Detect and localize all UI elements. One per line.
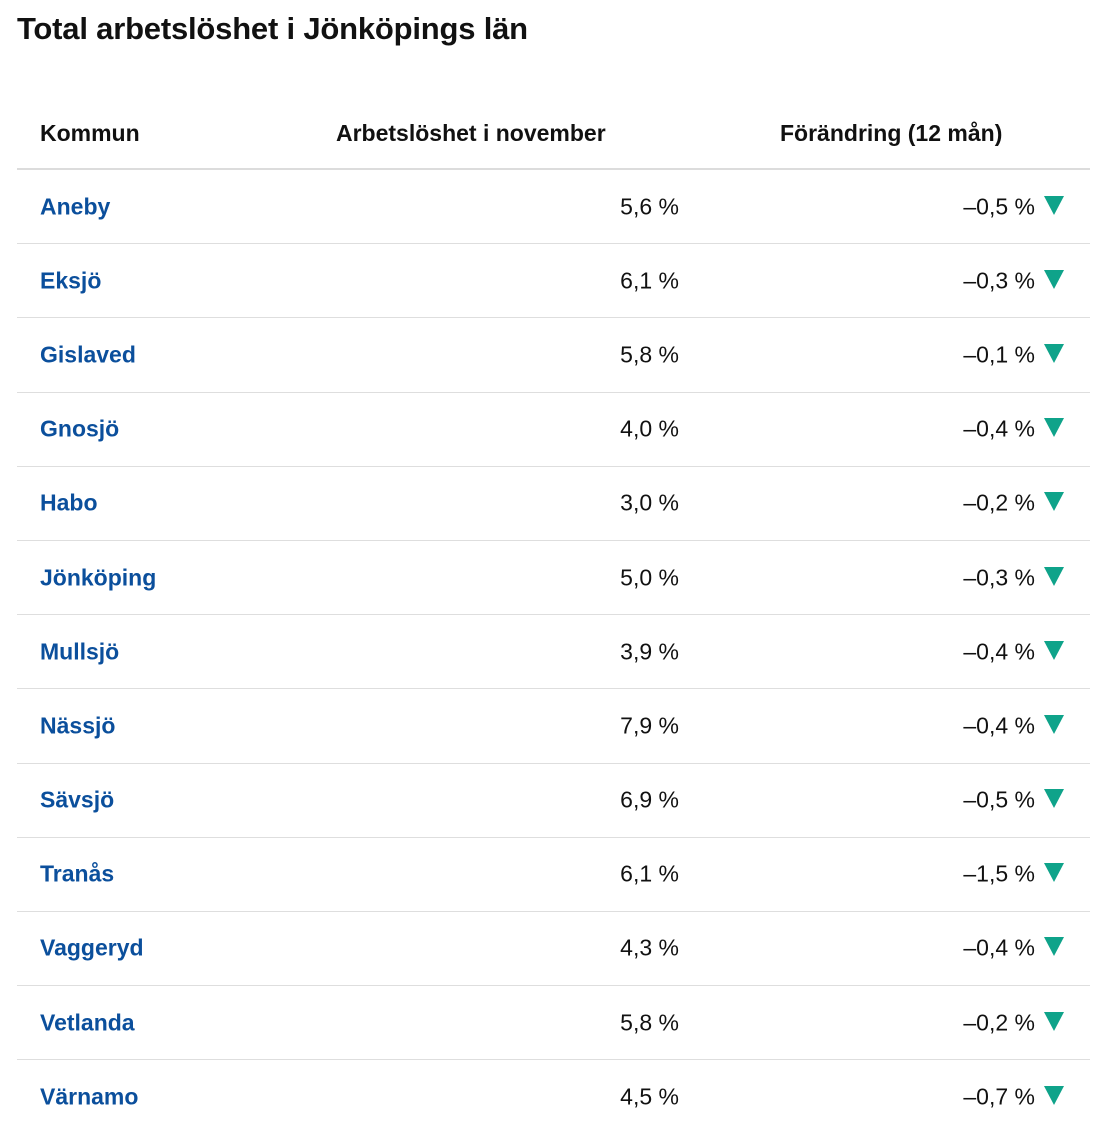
kommun-link[interactable]: Tranås bbox=[40, 860, 115, 887]
kommun-link[interactable]: Sävsjö bbox=[40, 786, 115, 813]
table-body: Aneby 5,6 % –0,5 % Eksjö 6,1 % –0,3 % Gislaved… bbox=[17, 170, 1090, 1134]
change-value: –0,4 % bbox=[963, 934, 1035, 961]
unemployment-rate: 3,0 % bbox=[620, 489, 679, 516]
page-title: Total arbetslöshet i Jönköpings län bbox=[17, 11, 528, 46]
change-value: –0,1 % bbox=[963, 341, 1035, 368]
table-row: Mullsjö 3,9 % –0,4 % bbox=[17, 615, 1090, 690]
column-header-change: Förändring (12 mån) bbox=[780, 120, 1003, 146]
change-value: –0,2 % bbox=[963, 1009, 1035, 1036]
unemployment-rate: 4,5 % bbox=[620, 1083, 679, 1110]
unemployment-rate: 3,9 % bbox=[620, 638, 679, 665]
kommun-link[interactable]: Värnamo bbox=[40, 1083, 139, 1110]
triangle-down-icon bbox=[1044, 1086, 1064, 1106]
table-row: Vetlanda 5,8 % –0,2 % bbox=[17, 986, 1090, 1061]
triangle-down-icon bbox=[1044, 789, 1064, 809]
change-value: –0,3 % bbox=[963, 564, 1035, 591]
kommun-link[interactable]: Gnosjö bbox=[40, 415, 120, 442]
unemployment-rate: 7,9 % bbox=[620, 712, 679, 739]
kommun-link[interactable]: Nässjö bbox=[40, 712, 116, 739]
column-header-rate: Arbetslöshet i november bbox=[336, 120, 606, 146]
change-value: –0,2 % bbox=[963, 489, 1035, 516]
triangle-down-icon bbox=[1044, 492, 1064, 512]
table-header: Kommun Arbetslöshet i november Förändrin… bbox=[17, 96, 1090, 170]
table-row: Gislaved 5,8 % –0,1 % bbox=[17, 318, 1090, 393]
unemployment-rate: 5,6 % bbox=[620, 193, 679, 220]
unemployment-rate: 5,0 % bbox=[620, 564, 679, 591]
triangle-down-icon bbox=[1044, 714, 1064, 734]
triangle-down-icon bbox=[1044, 343, 1064, 363]
triangle-down-icon bbox=[1044, 937, 1064, 957]
change-value: –0,4 % bbox=[963, 415, 1035, 442]
change-value: –0,3 % bbox=[963, 267, 1035, 294]
unemployment-rate: 6,1 % bbox=[620, 267, 679, 294]
triangle-down-icon bbox=[1044, 863, 1064, 883]
table-row: Habo 3,0 % –0,2 % bbox=[17, 467, 1090, 541]
table-row: Eksjö 6,1 % –0,3 % bbox=[17, 244, 1090, 319]
unemployment-rate: 4,0 % bbox=[620, 415, 679, 442]
table-row: Gnosjö 4,0 % –0,4 % bbox=[17, 393, 1090, 467]
change-value: –0,5 % bbox=[963, 193, 1035, 220]
table-row: Nässjö 7,9 % –0,4 % bbox=[17, 689, 1090, 764]
kommun-link[interactable]: Vetlanda bbox=[40, 1009, 135, 1036]
change-value: –0,4 % bbox=[963, 638, 1035, 665]
unemployment-rate: 5,8 % bbox=[620, 341, 679, 368]
table-row: Jönköping 5,0 % –0,3 % bbox=[17, 541, 1090, 616]
triangle-down-icon bbox=[1044, 640, 1064, 660]
unemployment-rate: 5,8 % bbox=[620, 1009, 679, 1036]
table-row: Aneby 5,6 % –0,5 % bbox=[17, 170, 1090, 245]
change-value: –0,5 % bbox=[963, 786, 1035, 813]
kommun-link[interactable]: Vaggeryd bbox=[40, 934, 144, 961]
unemployment-table: Kommun Arbetslöshet i november Förändrin… bbox=[17, 96, 1090, 1134]
kommun-link[interactable]: Aneby bbox=[40, 193, 111, 220]
kommun-link[interactable]: Gislaved bbox=[40, 341, 136, 368]
change-value: –1,5 % bbox=[963, 860, 1035, 887]
triangle-down-icon bbox=[1044, 1011, 1064, 1031]
unemployment-rate: 6,1 % bbox=[620, 860, 679, 887]
table-row: Sävsjö 6,9 % –0,5 % bbox=[17, 764, 1090, 838]
kommun-link[interactable]: Habo bbox=[40, 489, 98, 516]
kommun-link[interactable]: Eksjö bbox=[40, 267, 102, 294]
column-header-kommun: Kommun bbox=[40, 120, 140, 146]
unemployment-rate: 6,9 % bbox=[620, 786, 679, 813]
table-row: Värnamo 4,5 % –0,7 % bbox=[17, 1060, 1090, 1134]
kommun-link[interactable]: Mullsjö bbox=[40, 638, 120, 665]
change-value: –0,7 % bbox=[963, 1083, 1035, 1110]
table-row: Tranås 6,1 % –1,5 % bbox=[17, 838, 1090, 912]
table-row: Vaggeryd 4,3 % –0,4 % bbox=[17, 912, 1090, 987]
unemployment-rate: 4,3 % bbox=[620, 934, 679, 961]
kommun-link[interactable]: Jönköping bbox=[40, 564, 157, 591]
triangle-down-icon bbox=[1044, 418, 1064, 438]
change-value: –0,4 % bbox=[963, 712, 1035, 739]
triangle-down-icon bbox=[1044, 566, 1064, 586]
triangle-down-icon bbox=[1044, 269, 1064, 289]
triangle-down-icon bbox=[1044, 195, 1064, 215]
